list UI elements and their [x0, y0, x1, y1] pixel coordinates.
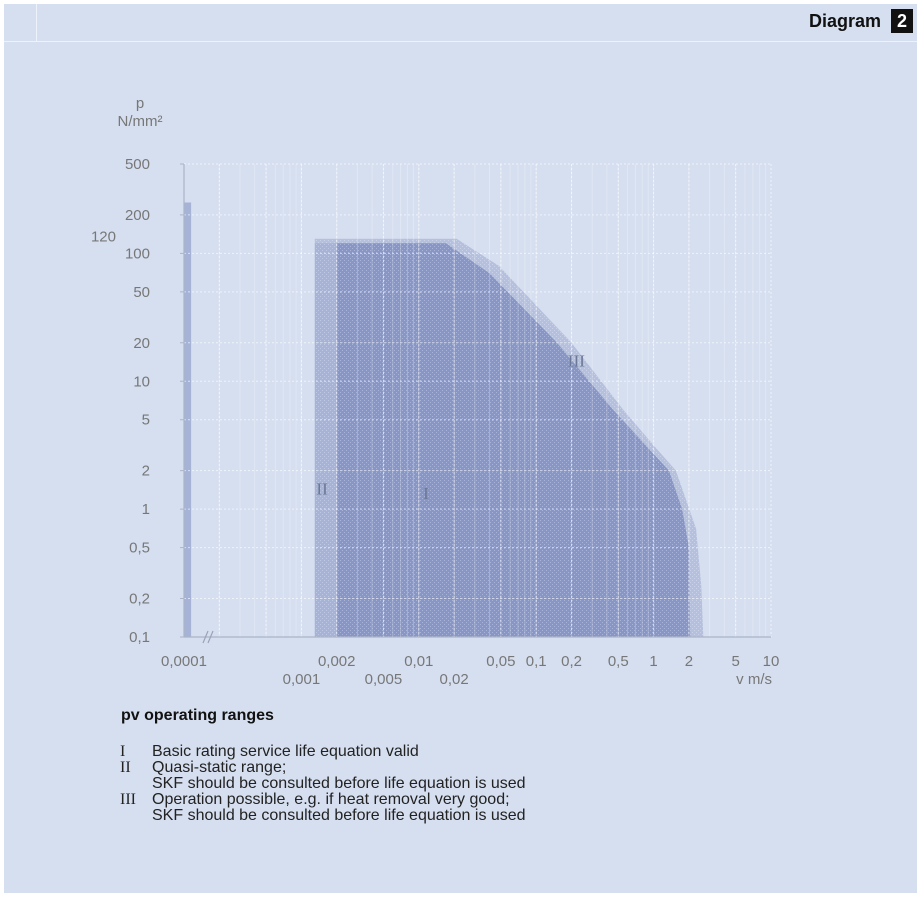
y-tick-label: 20 [133, 335, 150, 352]
region-bar [184, 202, 192, 637]
x-tick-label: 2 [685, 653, 693, 670]
y-tick-label: 0,2 [129, 591, 150, 608]
legend-item-iii: III Operation possible, e.g. if heat rem… [114, 792, 526, 824]
x-tick-label: 0,1 [526, 653, 547, 670]
region-label-iii: III [568, 352, 585, 371]
legend-text: Operation possible, e.g. if heat removal… [152, 791, 510, 808]
y-tick-label: 0,1 [129, 629, 150, 646]
legend-title: pv operating ranges [121, 707, 274, 724]
y-axis-symbol: p [136, 95, 144, 112]
diagram-title: Diagram [808, 11, 881, 31]
legend-text: Quasi-static range; [152, 759, 287, 776]
diagram-panel: Diagram 2 500 200 100 50 20 10 5 2 1 0,5 0,2 0,1 120… [4, 4, 917, 893]
x-tick-label: 0,001 [283, 671, 321, 688]
regions-layer [184, 202, 704, 638]
x-tick-label: 5 [731, 653, 739, 670]
x-tick-label: 0,02 [440, 671, 469, 688]
diagram-number: 2 [891, 9, 913, 33]
legend-key: III [120, 791, 136, 808]
legend-key: I [120, 743, 126, 760]
legend-item-i: I Basic rating service life equation val… [114, 744, 526, 760]
x-axis-label: v m/s [736, 671, 772, 688]
axis-break-mark [202, 630, 214, 644]
y-tick-label: 200 [125, 207, 150, 224]
y-tick-label: 50 [133, 284, 150, 301]
axis-layer [180, 163, 771, 644]
x-tick-label: 0,01 [404, 653, 433, 670]
x-tick-label: 10 [763, 653, 780, 670]
labels-layer: 500 200 100 50 20 10 5 2 1 0,5 0,2 0,1 120 0,0001 0,00… [91, 95, 779, 688]
region-label-i: I [423, 484, 429, 503]
legend-item-ii: II Quasi-static range; SKF should be con… [114, 760, 526, 792]
y-tick-label: 0,5 [129, 540, 150, 557]
y-tick-label: 10 [133, 373, 150, 390]
y-axis-unit: N/mm² [118, 113, 163, 130]
pv-chart: 500 200 100 50 20 10 5 2 1 0,5 0,2 0,1 120 0,0001 0,00… [91, 95, 779, 688]
x-tick-label: 0,002 [318, 653, 356, 670]
y-tick-label-extra: 120 [91, 228, 116, 245]
region-i-texture [336, 243, 691, 638]
y-tick-label: 2 [142, 463, 150, 480]
legend-key: II [120, 759, 131, 776]
x-tick-label: 1 [649, 653, 657, 670]
x-tick-label: 0,05 [486, 653, 515, 670]
x-tick-label: 0,005 [365, 671, 403, 688]
y-tick-label: 500 [125, 156, 150, 173]
y-tick-label: 1 [142, 501, 150, 518]
x-tick-label: 0,5 [608, 653, 629, 670]
legend: I Basic rating service life equation val… [114, 744, 526, 824]
legend-text: Basic rating service life equation valid [152, 743, 419, 760]
region-label-ii: II [316, 480, 328, 499]
x-tick-label: 0,2 [561, 653, 582, 670]
y-tick-label: 5 [142, 412, 150, 429]
y-tick-label: 100 [125, 245, 150, 262]
legend-text: SKF should be consulted before life equa… [152, 807, 526, 824]
grid-layer [183, 163, 772, 638]
header-edge-line [36, 4, 37, 41]
x-tick-label: 0,0001 [161, 653, 207, 670]
header-divider [4, 41, 917, 42]
legend-text: SKF should be consulted before life equa… [152, 775, 526, 792]
